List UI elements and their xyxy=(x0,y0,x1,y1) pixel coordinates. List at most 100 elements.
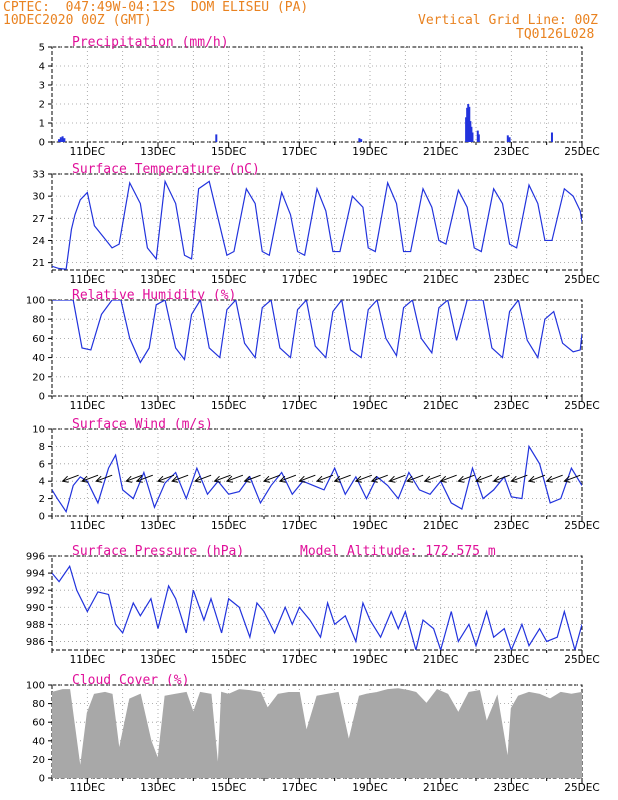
wind-arrow-shaft xyxy=(511,474,528,482)
x-tick-label: 23DEC xyxy=(494,782,529,794)
precip-bar xyxy=(467,104,470,142)
panel-1: 0 1 2 3 4 5 11DEC 13DEC 15DEC 17DEC 19DEC 21DEC 23DE… xyxy=(39,35,600,158)
precip-bar xyxy=(550,132,553,142)
y-tick-label: 6 xyxy=(39,459,45,470)
wind-arrow-head xyxy=(563,475,571,483)
x-tick-label: 19DEC xyxy=(352,782,387,794)
x-tick-label: 11DEC xyxy=(70,274,105,286)
wind-arrow-shaft xyxy=(493,474,510,482)
wind-arrow xyxy=(474,474,493,483)
x-tick-label: 23DEC xyxy=(494,520,529,532)
wind-arrow-head xyxy=(243,475,251,483)
source-coords: CPTEC: 047:49W-04:12S DOM ELISEU (PA) xyxy=(3,0,309,15)
wind-arrow xyxy=(333,474,351,483)
wind-arrow-head xyxy=(135,475,143,483)
wind-arrow-head xyxy=(156,475,165,483)
y-tick-label: 988 xyxy=(26,620,45,631)
x-tick-label: 11DEC xyxy=(70,782,105,794)
series-group xyxy=(52,564,582,650)
y-tick-label: 33 xyxy=(32,170,45,181)
x-tick-label: 11DEC xyxy=(70,654,105,666)
wind-arrow-head xyxy=(527,475,536,483)
x-tick-label: 25DEC xyxy=(564,520,599,532)
x-tick-label: 25DEC xyxy=(564,274,599,286)
x-tick-label: 15DEC xyxy=(211,654,246,666)
y-tick-label: 0 xyxy=(39,392,45,403)
series-group xyxy=(52,444,582,514)
precip-bar xyxy=(58,139,61,142)
wind-arrow-shaft xyxy=(263,474,281,482)
y-tick-label: 40 xyxy=(32,736,45,747)
wind-arrow-shaft xyxy=(564,474,581,482)
wind-arrow-head xyxy=(80,475,89,483)
y-tick-label: 986 xyxy=(26,637,45,648)
x-tick-label: 15DEC xyxy=(211,274,246,286)
x-tick-label: 13DEC xyxy=(140,654,175,666)
x-tick-label: 17DEC xyxy=(282,654,317,666)
panel-title: Cloud Cover (%) xyxy=(72,673,189,688)
wind-arrow-shaft xyxy=(389,474,406,482)
x-tick-label: 13DEC xyxy=(140,146,175,158)
x-tick-label: 21DEC xyxy=(423,782,458,794)
wind-arrow-shaft xyxy=(371,474,388,482)
wind-arrow-shaft xyxy=(126,474,143,482)
x-tick-label: 11DEC xyxy=(70,400,105,412)
panel-frame xyxy=(51,428,583,517)
precip-bar xyxy=(466,107,469,142)
y-tick-label: 100 xyxy=(26,296,45,307)
x-tick-label: 13DEC xyxy=(140,400,175,412)
wind-arrow-head xyxy=(225,475,233,483)
wind-arrow xyxy=(171,474,189,483)
x-tick-label: 21DEC xyxy=(423,400,458,412)
precip-bar xyxy=(471,132,474,142)
wind-arrow-head xyxy=(406,475,414,483)
series-line xyxy=(52,179,582,270)
x-tick-label: 23DEC xyxy=(494,400,529,412)
panel-title: Surface Pressure (hPa) xyxy=(72,544,244,559)
wind-arrow xyxy=(213,474,231,483)
y-tick-label: 21 xyxy=(32,258,45,269)
model-datetime: 10DEC2020 00Z (GMT) xyxy=(3,13,152,28)
panel-4: 0 2 4 6 8 10 11DEC 13DEC 15DEC 17DEC 19DEC 21DEC 23D… xyxy=(32,417,599,532)
wind-arrow xyxy=(95,474,113,483)
x-tick-label: 17DEC xyxy=(282,782,317,794)
wind-arrow-shaft xyxy=(546,474,563,482)
panel-2: 21 24 27 30 33 11DEC 13DEC 15DEC 17DEC 19DEC 21DEC… xyxy=(32,162,599,286)
wind-arrow-head xyxy=(95,475,103,483)
wind-arrow-head xyxy=(510,475,518,483)
x-tick-label: 23DEC xyxy=(494,654,529,666)
wind-arrow xyxy=(423,474,441,483)
wind-arrow-head xyxy=(474,475,483,483)
x-tick-label: 23DEC xyxy=(494,274,529,286)
x-tick-label: 19DEC xyxy=(352,654,387,666)
wind-arrow-shaft xyxy=(81,474,99,482)
wind-arrow-head xyxy=(278,475,286,483)
wind-arrow-head xyxy=(370,475,378,483)
y-tick-label: 20 xyxy=(32,372,45,383)
series-line xyxy=(52,444,582,514)
x-tick-label: 11DEC xyxy=(70,146,105,158)
wind-arrow xyxy=(510,474,528,483)
grid-note: Vertical Grid Line: 00Z xyxy=(418,13,599,28)
y-tick-label: 990 xyxy=(26,603,45,614)
y-tick-label: 30 xyxy=(32,192,45,203)
wind-arrow xyxy=(225,474,244,483)
panel-frame xyxy=(51,46,583,143)
precip-bar xyxy=(508,137,511,142)
wind-arrow-head xyxy=(298,475,306,483)
y-tick-label: 10 xyxy=(32,425,45,436)
x-tick-label: 19DEC xyxy=(352,520,387,532)
precip-bar xyxy=(360,139,363,142)
panel-title: Relative Humidity (%) xyxy=(72,288,236,303)
y-tick-label: 992 xyxy=(26,586,45,597)
precip-bar xyxy=(469,121,472,142)
series-line xyxy=(52,300,582,364)
x-tick-label: 21DEC xyxy=(423,654,458,666)
wind-arrow xyxy=(156,474,175,483)
precip-bar xyxy=(470,126,473,142)
wind-arrow-head xyxy=(580,480,582,482)
wind-arrow-shaft xyxy=(244,474,261,482)
wind-arrow-shaft xyxy=(528,474,546,482)
wind-arrow xyxy=(278,474,297,483)
x-tick-label: 13DEC xyxy=(140,520,175,532)
